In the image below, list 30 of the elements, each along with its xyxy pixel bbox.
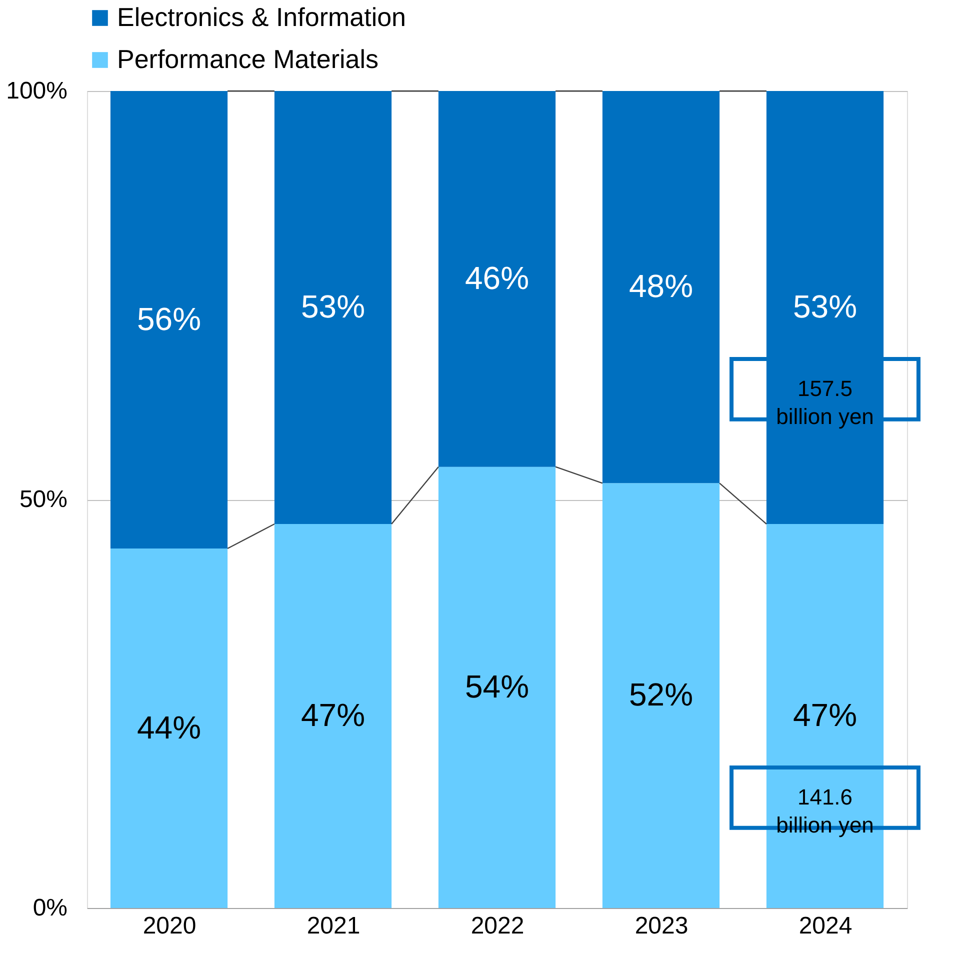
annotation: 141.6 billion yen xyxy=(776,784,874,838)
data-label: 56% xyxy=(136,300,202,337)
bar xyxy=(438,466,556,908)
x-tick-label: 2020 xyxy=(142,912,196,940)
y-tick-label: 100% xyxy=(6,78,68,104)
bar xyxy=(110,548,228,908)
y-tick-label: 0% xyxy=(32,894,68,922)
bar xyxy=(602,91,720,484)
data-label: 53% xyxy=(792,288,858,325)
bar xyxy=(602,483,720,908)
x-tick-label: 2024 xyxy=(798,912,852,940)
annotation: 157.5 billion yen xyxy=(776,376,874,430)
bar xyxy=(274,91,392,524)
data-label: 53% xyxy=(300,288,366,325)
bar xyxy=(110,91,228,549)
data-label: 54% xyxy=(464,668,530,704)
legend-label: Electronics & Information xyxy=(117,2,406,32)
data-label: 47% xyxy=(792,697,858,734)
data-label: 48% xyxy=(628,268,694,304)
y-tick-label: 50% xyxy=(19,486,68,513)
data-label: 47% xyxy=(300,697,366,734)
bar xyxy=(274,524,392,908)
data-label: 46% xyxy=(464,260,530,296)
x-tick-label: 2022 xyxy=(470,912,524,940)
data-label: 44% xyxy=(136,709,202,746)
legend-label: Performance Materials xyxy=(117,44,379,74)
data-label: 52% xyxy=(628,676,694,713)
x-tick-label: 2023 xyxy=(634,912,688,940)
x-tick-label: 2021 xyxy=(306,912,360,940)
bar xyxy=(438,91,556,467)
